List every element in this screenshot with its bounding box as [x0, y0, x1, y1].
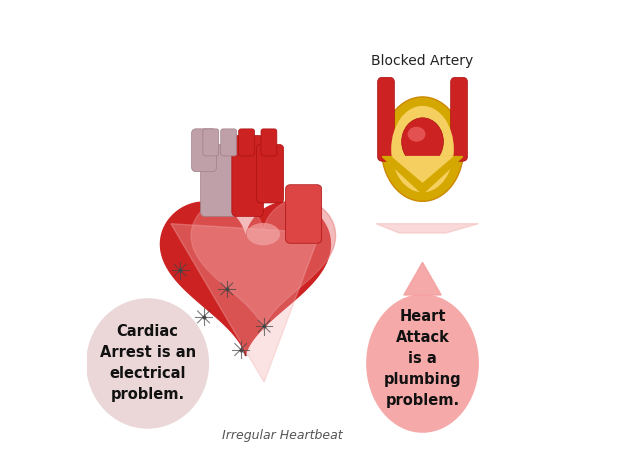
- FancyBboxPatch shape: [191, 129, 216, 171]
- Ellipse shape: [408, 127, 426, 142]
- Polygon shape: [161, 202, 330, 356]
- Polygon shape: [404, 262, 441, 295]
- Text: Blocked Artery: Blocked Artery: [371, 54, 474, 68]
- Polygon shape: [393, 157, 452, 182]
- Ellipse shape: [366, 294, 479, 433]
- FancyBboxPatch shape: [203, 129, 219, 156]
- Polygon shape: [376, 224, 479, 233]
- FancyBboxPatch shape: [378, 77, 394, 161]
- FancyBboxPatch shape: [232, 136, 264, 216]
- FancyBboxPatch shape: [451, 77, 467, 161]
- Text: Cardiac
Arrest is an
electrical
problem.: Cardiac Arrest is an electrical problem.: [99, 324, 196, 403]
- FancyBboxPatch shape: [221, 129, 237, 156]
- Text: Heart
Attack
is a
plumbing
problem.: Heart Attack is a plumbing problem.: [384, 309, 461, 408]
- Ellipse shape: [391, 106, 454, 192]
- Ellipse shape: [402, 118, 444, 165]
- FancyBboxPatch shape: [239, 129, 255, 156]
- Text: Irregular Heartbeat: Irregular Heartbeat: [223, 429, 343, 442]
- Polygon shape: [171, 224, 320, 382]
- Ellipse shape: [246, 223, 280, 245]
- Ellipse shape: [381, 97, 463, 201]
- Polygon shape: [191, 200, 335, 330]
- FancyBboxPatch shape: [200, 144, 237, 216]
- FancyBboxPatch shape: [257, 144, 284, 203]
- Ellipse shape: [86, 298, 209, 429]
- FancyBboxPatch shape: [285, 185, 322, 243]
- FancyBboxPatch shape: [261, 129, 277, 156]
- Polygon shape: [382, 157, 463, 194]
